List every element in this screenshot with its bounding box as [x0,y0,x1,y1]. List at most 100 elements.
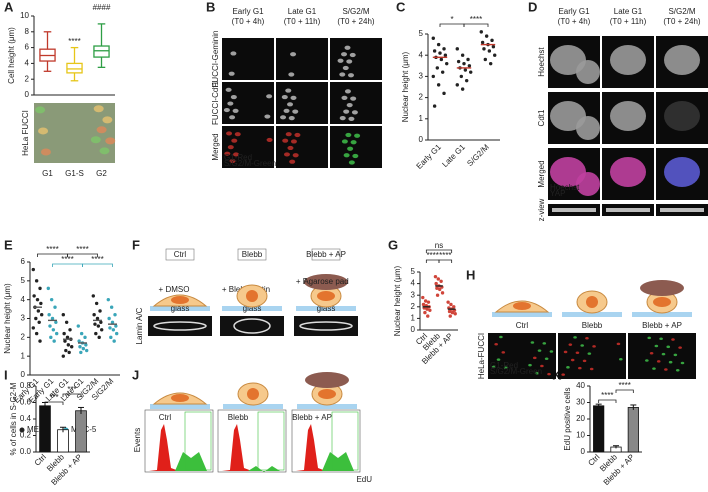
histogram-frame [217,409,287,473]
cell [348,116,355,121]
row-label: FUCCI-Geminin [211,31,220,88]
cell [666,345,671,349]
data-point [92,313,96,317]
data-point [432,49,437,53]
data-point [453,312,457,316]
cell [281,94,288,100]
cell [589,367,594,371]
data-point [434,281,438,286]
data-point [94,331,98,336]
cell [289,159,296,164]
cell [99,147,110,155]
data-point [423,299,428,303]
cell [228,71,235,76]
condition-label: Ctrl [159,413,172,422]
gate [184,411,212,471]
y-tick-label: 0 [21,370,26,379]
cell [668,360,673,364]
bar [75,410,87,453]
data-point [112,339,116,343]
data-point [83,335,87,340]
x-tick-label: G1-S [65,169,84,178]
data-point [76,324,81,328]
box [93,45,110,58]
bracket [438,259,453,263]
micrograph [330,38,382,80]
data-point [421,302,426,307]
data-point [54,320,58,324]
nucleus [246,290,258,302]
y-tick-label: 0.0 [20,447,32,456]
data-point [436,42,441,47]
y-tick-label: 3 [21,314,26,323]
y-tick-label: 0.6 [20,398,32,407]
panel-letter: J [132,367,139,382]
data-point [31,267,35,272]
z-profile [606,208,650,212]
row-label: z-view [537,198,546,221]
cell [354,133,361,138]
data-point [432,104,437,108]
cell [283,152,290,157]
data-point [436,277,440,281]
y-tick-label: 8 [25,27,30,36]
cell [592,345,596,348]
nucleus [610,101,646,131]
data-point [52,339,56,343]
data-point [77,339,81,343]
data-point [51,328,56,332]
overlay-label: S/G2/M-Green [490,367,542,376]
z-profile [660,208,704,212]
significance: *** [67,385,76,394]
cell [223,107,230,113]
nucleus [576,116,600,140]
cell [678,346,682,349]
data-point [482,47,486,51]
y-tick-label: 6 [25,43,30,52]
data-point [49,297,54,302]
cell [654,344,659,348]
cell [226,131,233,136]
row-label: Merged [211,133,220,160]
data-point [426,300,431,304]
cell [349,52,356,58]
cell [535,372,539,375]
cell [266,94,273,99]
glass [222,306,282,311]
significance: **** [91,255,103,264]
cell [528,363,532,367]
bracket [598,399,617,403]
data-point [463,68,468,72]
data-point [97,335,101,340]
data-point [428,308,432,312]
data-point [38,286,42,291]
significance: **** [68,37,80,46]
data-point [111,328,116,332]
panel-letter: G [388,237,398,252]
cell [292,153,299,158]
row-label: HeLa-FUCCI [477,333,486,379]
data-point [426,314,430,318]
cell [35,106,46,114]
cell [288,115,295,121]
data-point [78,345,82,349]
cell [494,342,498,346]
nucleus [610,45,646,75]
cell [90,136,101,144]
glass [297,404,357,409]
data-point [79,350,83,355]
y-tick-label: 0 [411,325,416,334]
data-point [106,297,111,302]
row-label: Lamin A/C [135,307,144,344]
cell [229,158,236,164]
y-tick-label: 2 [21,332,26,341]
significance: #### [93,3,111,12]
data-point [34,316,38,321]
y-axis-label: Events [133,428,142,452]
nuclear-envelope [233,318,271,334]
data-point [61,313,65,317]
data-point [100,328,104,332]
micrograph [330,126,382,168]
column-header: Early G1 [558,7,590,16]
cell [345,132,352,138]
